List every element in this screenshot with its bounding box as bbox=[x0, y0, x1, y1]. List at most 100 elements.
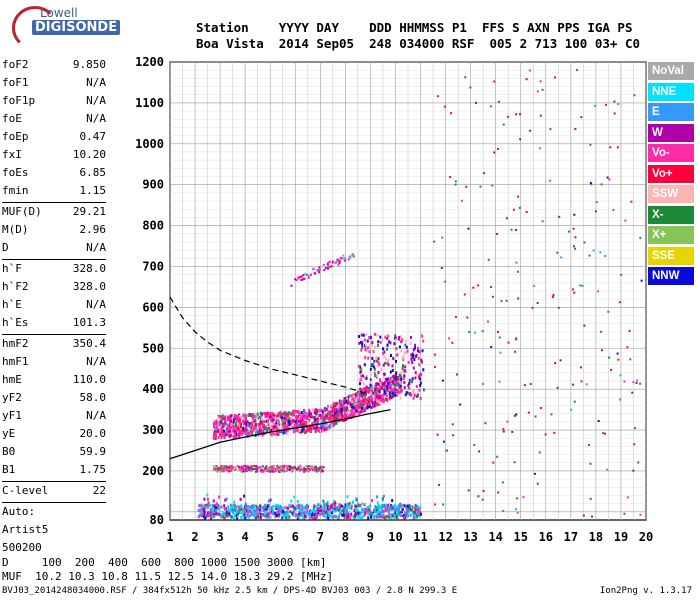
echo-point bbox=[400, 349, 403, 353]
echo-point bbox=[367, 389, 370, 393]
echo-point bbox=[317, 508, 320, 512]
echo-point bbox=[235, 505, 238, 509]
echo-point bbox=[231, 422, 234, 426]
echo-point bbox=[360, 395, 363, 399]
echo-point bbox=[285, 516, 288, 520]
echo-point bbox=[305, 510, 308, 514]
echo-point bbox=[254, 418, 257, 422]
echo-point bbox=[338, 505, 341, 509]
echo-point bbox=[391, 377, 394, 381]
echo-point bbox=[374, 506, 377, 510]
echo-point bbox=[550, 413, 553, 416]
echo-point bbox=[279, 470, 282, 473]
echo-point bbox=[306, 504, 309, 508]
echo-point bbox=[444, 280, 447, 283]
echo-point bbox=[280, 412, 283, 416]
echo-point bbox=[223, 469, 226, 472]
echo-point bbox=[376, 374, 379, 378]
echo-point bbox=[322, 417, 325, 421]
echo-point bbox=[352, 395, 355, 399]
echo-point bbox=[277, 425, 280, 429]
echo-point bbox=[351, 254, 354, 257]
echo-point bbox=[552, 293, 555, 296]
echo-point bbox=[226, 432, 229, 436]
echo-point bbox=[280, 469, 283, 472]
echo-point bbox=[215, 509, 218, 513]
echo-point bbox=[240, 515, 243, 519]
echo-point bbox=[594, 104, 597, 107]
echo-point bbox=[230, 469, 233, 472]
echo-point bbox=[234, 422, 237, 426]
echo-point bbox=[273, 469, 276, 472]
echo-point bbox=[323, 502, 326, 506]
echo-point bbox=[371, 363, 374, 367]
echo-point bbox=[383, 516, 386, 520]
echo-point bbox=[379, 387, 382, 391]
echo-point bbox=[333, 507, 336, 511]
echo-point bbox=[202, 508, 205, 512]
echo-point bbox=[320, 425, 323, 429]
echo-point bbox=[382, 400, 385, 404]
echo-point bbox=[243, 470, 246, 473]
param-row: hmF1 N/A bbox=[2, 353, 106, 371]
echo-point bbox=[366, 386, 369, 390]
echo-point bbox=[318, 469, 321, 472]
echo-point bbox=[203, 510, 206, 514]
param-value: 29.21 bbox=[72, 205, 106, 218]
echo-point bbox=[398, 373, 401, 377]
echo-point bbox=[397, 512, 400, 516]
echo-point bbox=[215, 513, 218, 517]
echo-point bbox=[391, 391, 394, 395]
echo-point bbox=[226, 425, 229, 429]
echo-point bbox=[282, 510, 285, 514]
echo-point bbox=[325, 515, 328, 519]
echo-point bbox=[400, 388, 403, 392]
echo-point bbox=[496, 330, 499, 333]
echo-point bbox=[259, 422, 262, 426]
echo-point bbox=[227, 470, 230, 473]
echo-point bbox=[440, 266, 443, 269]
echo-point bbox=[301, 424, 304, 428]
echo-point bbox=[354, 504, 357, 508]
echo-point bbox=[330, 416, 333, 420]
x-tick-label: 5 bbox=[267, 530, 274, 544]
echo-point bbox=[303, 514, 306, 518]
echo-point bbox=[384, 357, 387, 361]
echo-point bbox=[220, 505, 223, 509]
echo-point bbox=[341, 404, 344, 408]
echo-point bbox=[360, 348, 363, 352]
echo-point bbox=[290, 412, 293, 416]
echo-point bbox=[330, 405, 333, 409]
echo-point bbox=[232, 420, 235, 424]
echo-point bbox=[363, 513, 366, 517]
echo-point bbox=[370, 512, 373, 516]
echo-point bbox=[463, 293, 466, 296]
echo-point bbox=[224, 433, 227, 437]
echo-point bbox=[382, 504, 385, 508]
echo-point bbox=[301, 426, 304, 430]
echo-point bbox=[302, 466, 305, 469]
echo-point bbox=[219, 421, 222, 425]
echo-point bbox=[338, 412, 341, 416]
echo-point bbox=[219, 422, 222, 426]
echo-point bbox=[217, 467, 220, 470]
echo-point bbox=[303, 470, 306, 473]
echo-point bbox=[371, 391, 374, 395]
echo-point bbox=[333, 418, 336, 422]
echo-point bbox=[354, 402, 357, 406]
echo-point bbox=[276, 424, 279, 428]
echo-point bbox=[287, 411, 290, 415]
echo-point bbox=[218, 512, 221, 516]
echo-point bbox=[306, 415, 309, 419]
echo-point bbox=[236, 427, 239, 431]
echo-point bbox=[212, 422, 215, 426]
echo-point bbox=[266, 413, 269, 417]
param-row: fxI 10.20 bbox=[2, 146, 106, 164]
echo-point bbox=[392, 374, 395, 378]
echo-point bbox=[319, 416, 322, 420]
echo-point bbox=[307, 428, 310, 432]
echo-point bbox=[216, 430, 219, 434]
echo-point bbox=[516, 511, 519, 514]
y-tick-label: 1000 bbox=[135, 137, 164, 151]
echo-point bbox=[409, 335, 412, 339]
